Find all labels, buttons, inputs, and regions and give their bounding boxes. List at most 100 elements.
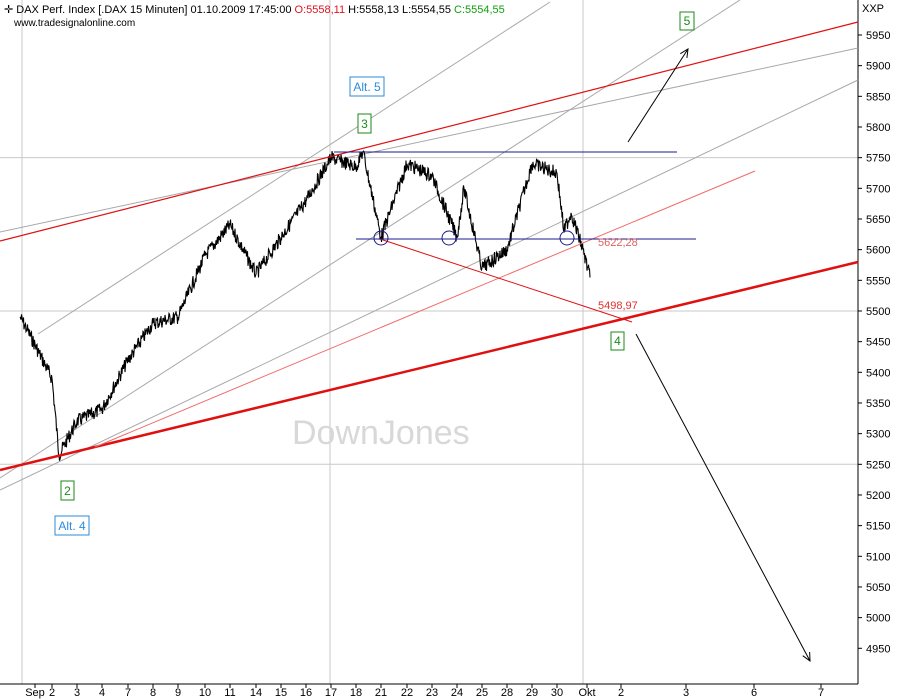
channel-line <box>0 47 859 233</box>
x-tick-label: 17 <box>325 687 337 699</box>
y-tick-label: 5000 <box>866 613 890 625</box>
y-tick-label: 5350 <box>866 398 890 410</box>
x-tick-label: 7 <box>818 687 824 699</box>
y-tick-label: 5750 <box>866 153 890 165</box>
wave-label: 5 <box>679 11 695 31</box>
x-tick-label: 21 <box>375 687 387 699</box>
x-tick-label: 8 <box>150 687 156 699</box>
high-label: H:5558,13 <box>348 4 399 16</box>
price-layer <box>19 150 591 461</box>
level-label: 5498,97 <box>598 300 638 312</box>
arrow-head <box>680 48 689 58</box>
source-url: www.tradesignalonline.com <box>14 18 136 29</box>
x-tick-label: 4 <box>99 687 105 699</box>
x-tick-label: 2 <box>618 687 624 699</box>
y-tick-label: 5100 <box>866 551 890 563</box>
level-label: 5622,28 <box>598 237 638 249</box>
arrow-shaft <box>635 333 811 662</box>
y-tick-label: 5800 <box>866 122 890 134</box>
x-tick-label: 14 <box>250 687 262 699</box>
x-tick-label: 3 <box>74 687 80 699</box>
x-tick-label: 7 <box>125 687 131 699</box>
x-tick-label: 30 <box>551 687 563 699</box>
marker-layer: 5622,28 5498,97 <box>373 230 638 312</box>
y-tick-label: 5400 <box>866 367 890 379</box>
channel-line <box>0 79 859 491</box>
y-tick-label: 5200 <box>866 490 890 502</box>
y-tick-label: 5300 <box>866 429 890 441</box>
y-tick-label: 5600 <box>866 245 890 257</box>
x-tick-label: 11 <box>224 687 235 699</box>
channel-line <box>37 1 551 335</box>
x-tick-label: 16 <box>300 687 312 699</box>
x-tick-label: 3 <box>683 687 689 699</box>
instrument-label: DAX Perf. Index [.DAX 15 Minuten] <box>16 4 188 16</box>
datetime-label: 01.10.2009 17:45:00 <box>190 4 292 16</box>
axis-layer: 4950 5000 5050 5100 5150 5200 5250 5300 5350 5400… <box>25 30 890 699</box>
expand-icon[interactable]: ✛ <box>4 4 14 16</box>
axis-unit-label: XXP <box>862 3 885 15</box>
x-tick-label: 18 <box>350 687 362 699</box>
watermark-text: DownJones <box>292 414 470 452</box>
y-tick-label: 5500 <box>866 306 890 318</box>
wave-label-text: 5 <box>684 14 691 28</box>
wave-label-text: 4 <box>614 334 621 348</box>
wave-label: 2 <box>60 480 75 501</box>
x-tick-label: 25 <box>476 687 488 699</box>
wave-label-box <box>54 515 90 536</box>
y-tick-label: 5050 <box>866 582 890 594</box>
wave-label-text: 3 <box>361 117 368 131</box>
x-tick-label: 9 <box>175 687 181 699</box>
wave-label-text: Alt. 5 <box>353 80 381 94</box>
x-tick-label: 24 <box>451 687 463 699</box>
x-tick-label: Sep <box>25 687 45 699</box>
x-tick-label: Okt <box>578 687 595 699</box>
wave-label-box <box>60 480 75 501</box>
mid-trend-line <box>94 170 756 448</box>
wave-label-box <box>679 11 695 31</box>
chart-title: ✛ DAX Perf. Index [.DAX 15 Minuten] 01.1… <box>4 3 505 16</box>
open-label: O:5558,11 <box>294 4 346 16</box>
y-tick-label: 5900 <box>866 61 890 73</box>
wave-label: Alt. 4 <box>54 515 90 536</box>
y-tick-label: 5950 <box>866 30 890 42</box>
arrow-shaft <box>627 48 689 143</box>
y-tick-label: 5700 <box>866 183 890 195</box>
close-label: C:5554,55 <box>454 4 505 16</box>
neckline-touch-marker <box>441 230 457 246</box>
y-tick-label: 5550 <box>866 275 890 287</box>
neckline-touch-marker <box>559 230 575 246</box>
x-tick-label: 23 <box>426 687 438 699</box>
x-tick-label: 29 <box>526 687 538 699</box>
y-tick-label: 4950 <box>866 643 890 655</box>
y-tick-label: 5250 <box>866 459 890 471</box>
wave-label-box <box>349 76 385 97</box>
x-tick-label: 2 <box>49 687 55 699</box>
wave-label-box <box>610 331 625 351</box>
down-arrow <box>635 333 811 663</box>
trend-lines <box>0 21 859 663</box>
y-tick-label: 5150 <box>866 521 890 533</box>
x-tick-label: 6 <box>751 687 757 699</box>
neckline-target-line <box>379 238 633 323</box>
x-tick-label: 15 <box>275 687 287 699</box>
arrow-head <box>802 651 811 663</box>
wave-label: Alt. 5 <box>349 76 385 97</box>
wave-label: 3 <box>357 113 372 134</box>
wave-label-layer: 5 Alt. 5 3 4 2 Alt. 4 <box>54 11 695 536</box>
grid-layer <box>0 0 859 685</box>
x-tick-label: 28 <box>501 687 513 699</box>
x-tick-label: 10 <box>199 687 211 699</box>
price-line <box>19 150 591 461</box>
neckline-touch-marker <box>373 230 389 246</box>
low-label: L:5554,55 <box>402 4 451 16</box>
wave-label-box <box>357 113 372 134</box>
up-arrow <box>627 48 689 143</box>
main-support-line <box>0 260 859 472</box>
wave-label-text: Alt. 4 <box>58 519 86 533</box>
x-tick-label: 22 <box>401 687 413 699</box>
y-tick-label: 5650 <box>866 214 890 226</box>
y-tick-label: 5450 <box>866 337 890 349</box>
upper-trend-line <box>0 21 859 242</box>
